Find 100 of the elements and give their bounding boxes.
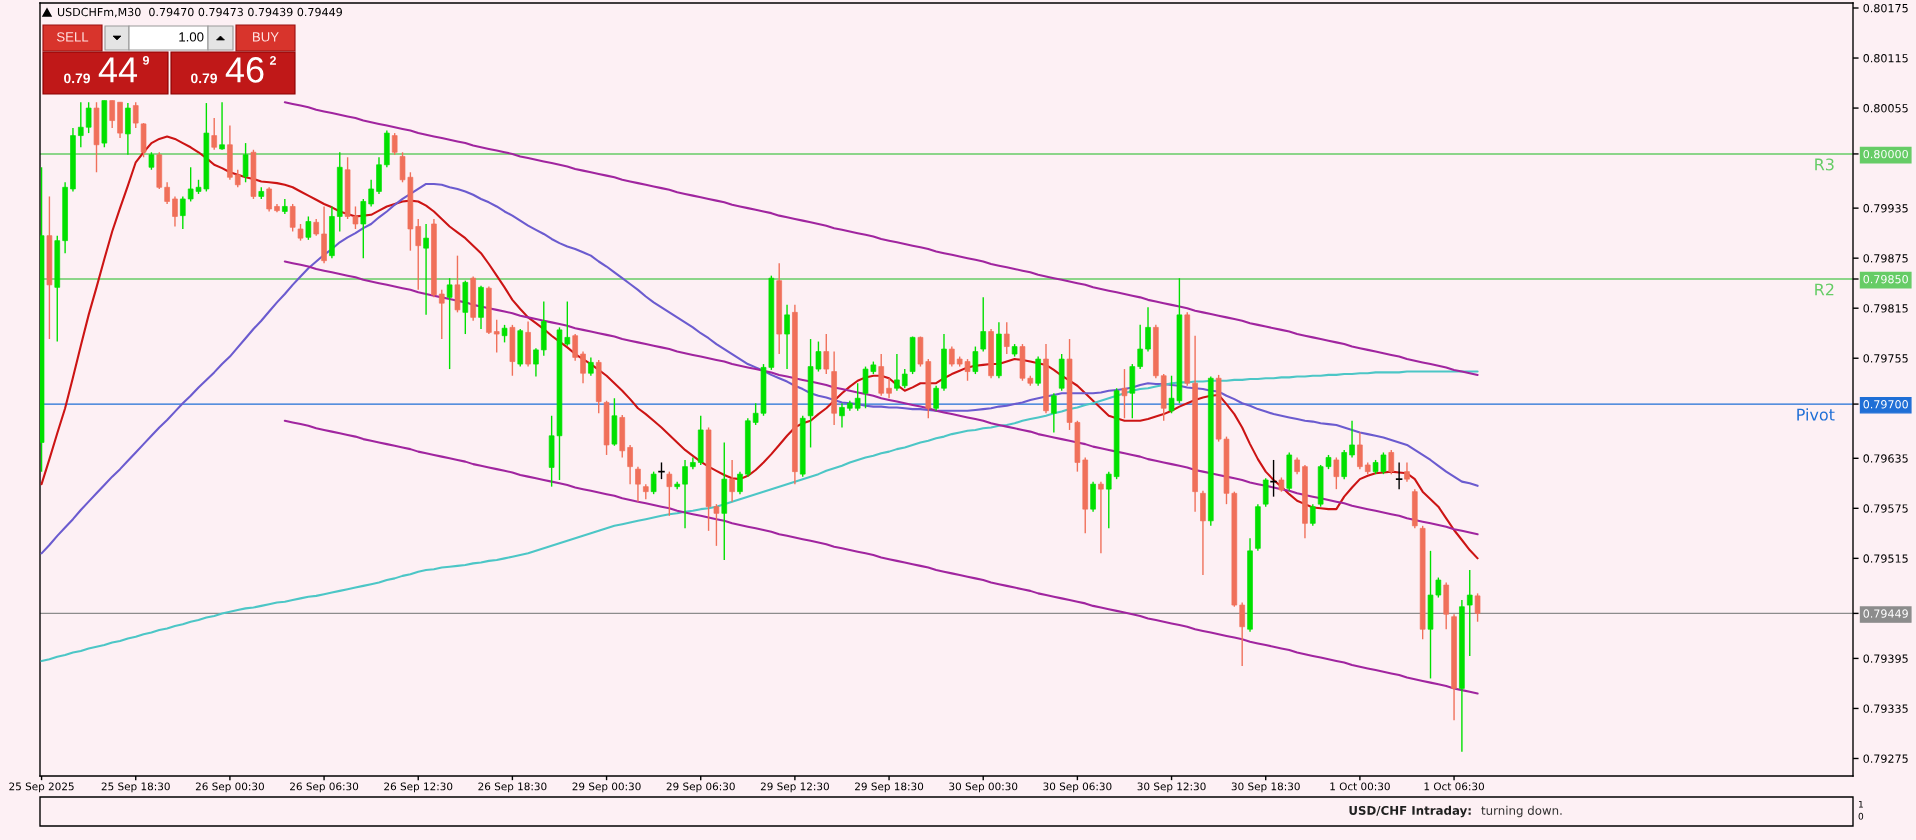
candlestick xyxy=(1349,420,1355,459)
candlestick xyxy=(415,218,422,291)
x-tick-label: 30 Sep 06:30 xyxy=(1043,782,1112,793)
annotation: 44 xyxy=(98,57,138,83)
candlestick xyxy=(784,304,790,370)
candlestick xyxy=(438,289,445,340)
candlestick xyxy=(1466,569,1473,657)
text: turning down. xyxy=(1481,805,1562,818)
x-tick-label: 25 Sep 18:30 xyxy=(101,782,170,793)
candlestick xyxy=(164,181,170,205)
x-tick-label: 26 Sep 00:30 xyxy=(195,782,264,793)
y-tick-label: 0.79815 xyxy=(1863,304,1908,313)
ref-line-label: Pivot xyxy=(1797,408,1835,421)
x-tick-label: 1 Oct 00:30 xyxy=(1330,782,1390,791)
candlestick xyxy=(1310,503,1316,527)
candlestick xyxy=(289,203,296,233)
candlestick xyxy=(588,356,594,377)
candlestick xyxy=(682,459,688,530)
candlestick xyxy=(493,319,500,354)
candlestick xyxy=(391,132,398,156)
x-tick-label: 30 Sep 12:30 xyxy=(1137,782,1206,793)
candlestick xyxy=(901,368,908,389)
candlestick xyxy=(242,142,249,183)
candlestick xyxy=(533,347,539,378)
candlestick xyxy=(1106,470,1112,530)
candlestick xyxy=(580,350,586,384)
candlestick xyxy=(972,345,979,375)
candlestick xyxy=(266,186,272,213)
y-tick-label: 0.80115 xyxy=(1863,54,1908,63)
candlestick xyxy=(635,465,641,503)
text: USD/CHF Intraday: xyxy=(1349,805,1471,818)
text: 1 xyxy=(1858,800,1863,808)
x-tick-label: 25 Sep 2025 xyxy=(9,782,74,793)
chart-title: USDCHFm,M30 0.79470 0.79473 0.79439 0.79449 xyxy=(57,7,342,18)
candlestick xyxy=(854,382,861,412)
annotation: 2 xyxy=(269,56,276,65)
annotation: 9 xyxy=(142,56,150,65)
candlestick xyxy=(839,402,845,429)
line-series xyxy=(283,101,1479,376)
x-tick-label: 29 Sep 18:30 xyxy=(855,782,924,793)
candlestick xyxy=(1145,306,1151,353)
y-tick-label: 0.79449 xyxy=(1863,609,1908,618)
candlestick xyxy=(886,377,892,399)
line-series xyxy=(283,260,1479,536)
x-tick-label: 29 Sep 00:30 xyxy=(572,782,641,793)
candlestick xyxy=(1404,461,1410,483)
candlestick xyxy=(1051,392,1057,434)
candlestick xyxy=(1388,449,1395,475)
candlestick xyxy=(650,470,657,495)
candlestick xyxy=(933,385,939,412)
y-tick-label: 0.80175 xyxy=(1863,3,1908,13)
y-tick-label: 0.79935 xyxy=(1863,204,1908,213)
ref-line-label: R2 xyxy=(1815,283,1834,296)
y-tick-label: 0.79395 xyxy=(1863,654,1908,663)
annotation: BUY xyxy=(253,32,279,42)
candlestick xyxy=(85,101,92,134)
candlestick xyxy=(109,99,115,129)
annotation: SELL xyxy=(56,32,89,42)
candlestick xyxy=(1239,601,1245,667)
y-tick-label: 0.79635 xyxy=(1863,454,1908,463)
x-tick-label: 30 Sep 00:30 xyxy=(949,782,1018,793)
candlestick xyxy=(1333,456,1340,490)
candlestick xyxy=(572,333,578,362)
y-tick-label: 0.79335 xyxy=(1863,704,1908,713)
x-tick-label: 26 Sep 06:30 xyxy=(290,782,359,793)
x-tick-label: 26 Sep 12:30 xyxy=(384,782,453,793)
annotation: 46 xyxy=(225,57,264,83)
y-tick-label: 0.79275 xyxy=(1863,754,1908,763)
x-tick-label: 29 Sep 12:30 xyxy=(760,782,829,793)
candlestick xyxy=(1137,324,1143,370)
annotation: 1.00 xyxy=(179,32,204,42)
annotation: 0.79 xyxy=(64,73,90,84)
ref-line-label: R3 xyxy=(1815,158,1834,171)
candlestick xyxy=(1395,461,1403,490)
candlestick xyxy=(360,198,367,259)
candlestick xyxy=(627,444,633,485)
x-tick-label: 30 Sep 18:30 xyxy=(1231,782,1300,793)
line-series xyxy=(283,419,1479,695)
candlestick xyxy=(949,345,955,368)
y-tick-label: 0.79515 xyxy=(1863,554,1908,563)
candlestick xyxy=(78,101,84,148)
candlestick xyxy=(894,353,900,392)
x-tick-label: 29 Sep 06:30 xyxy=(666,782,735,793)
y-tick-label: 0.79575 xyxy=(1863,504,1908,513)
candlestick xyxy=(666,470,673,517)
candlestick xyxy=(368,179,374,208)
y-tick-label: 0.80055 xyxy=(1863,104,1908,113)
y-tick-label: 0.80000 xyxy=(1863,149,1908,159)
x-tick-label: 1 Oct 06:30 xyxy=(1424,782,1484,791)
candlestick xyxy=(980,296,987,353)
candlestick xyxy=(1357,431,1363,470)
candlestick xyxy=(1474,592,1481,623)
candlestick xyxy=(823,333,830,375)
candlestick xyxy=(1098,480,1104,555)
y-tick-label: 0.79875 xyxy=(1863,254,1908,263)
candlestick xyxy=(423,223,429,316)
candlestick xyxy=(172,195,178,228)
candlestick xyxy=(737,470,743,495)
candlestick xyxy=(1003,321,1010,355)
y-tick-label: 0.79700 xyxy=(1863,400,1908,409)
